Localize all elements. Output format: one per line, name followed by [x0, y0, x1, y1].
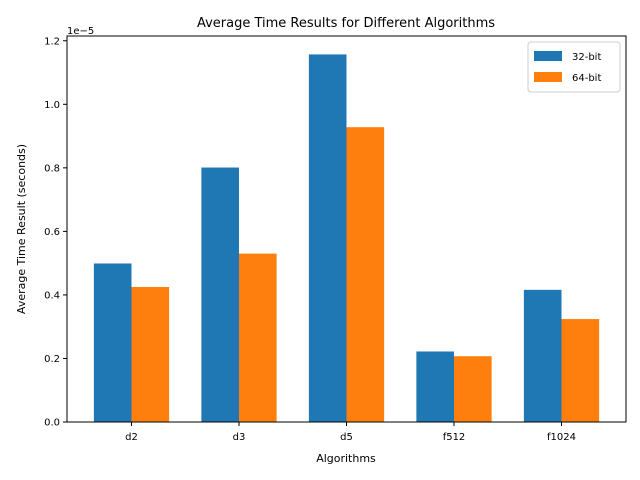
bar-32-bit-f512	[416, 351, 454, 422]
bar-32-bit-f1024	[523, 289, 562, 422]
y-scale-label: 1e−5	[67, 26, 94, 37]
bar-64-bit-d3	[239, 253, 277, 422]
y-axis-ticks: 0.0 0.2 0.4 0.6 0.8 1.0 1.2	[44, 36, 67, 429]
legend-label-64-bit: 64-bit	[572, 73, 601, 84]
bar-32-bit-d3	[201, 167, 239, 422]
legend: 32-bit 64-bit	[527, 41, 621, 93]
legend-swatch-32-bit	[534, 51, 562, 61]
bar-32-bit-d5	[308, 54, 347, 423]
x-tick-label: f512	[443, 432, 466, 443]
chart-title: Average Time Results for Different Algor…	[197, 16, 495, 31]
y-tick-label: 0.6	[44, 227, 60, 238]
y-tick-label: 0.8	[44, 163, 60, 174]
bar-64-bit-d5	[346, 127, 385, 423]
bar-32-bit-d2	[93, 263, 132, 422]
y-tick-label: 1.0	[44, 100, 60, 111]
x-tick-label: d2	[125, 432, 138, 443]
bars-group	[93, 54, 600, 423]
y-tick-label: 0.0	[44, 418, 60, 429]
legend-label-32-bit: 32-bit	[572, 52, 601, 63]
x-tick-label: d3	[233, 432, 246, 443]
plot-frame	[66, 35, 627, 423]
y-tick-label: 0.2	[44, 354, 60, 365]
x-axis-label: Algorithms	[316, 452, 376, 465]
y-tick-label: 0.4	[44, 290, 60, 301]
legend-swatch-64-bit	[534, 72, 562, 82]
legend-box	[527, 41, 621, 93]
bar-64-bit-f512	[454, 356, 492, 422]
y-tick-label: 1.2	[44, 36, 60, 47]
x-axis-ticks: d2 d3 d5 f512 f1024	[125, 422, 576, 443]
x-tick-label: f1024	[547, 432, 576, 443]
bar-64-bit-d2	[131, 286, 170, 422]
x-tick-label: d5	[340, 432, 353, 443]
y-axis-label: Average Time Result (seconds)	[15, 144, 28, 314]
bar-64-bit-f1024	[561, 319, 600, 422]
